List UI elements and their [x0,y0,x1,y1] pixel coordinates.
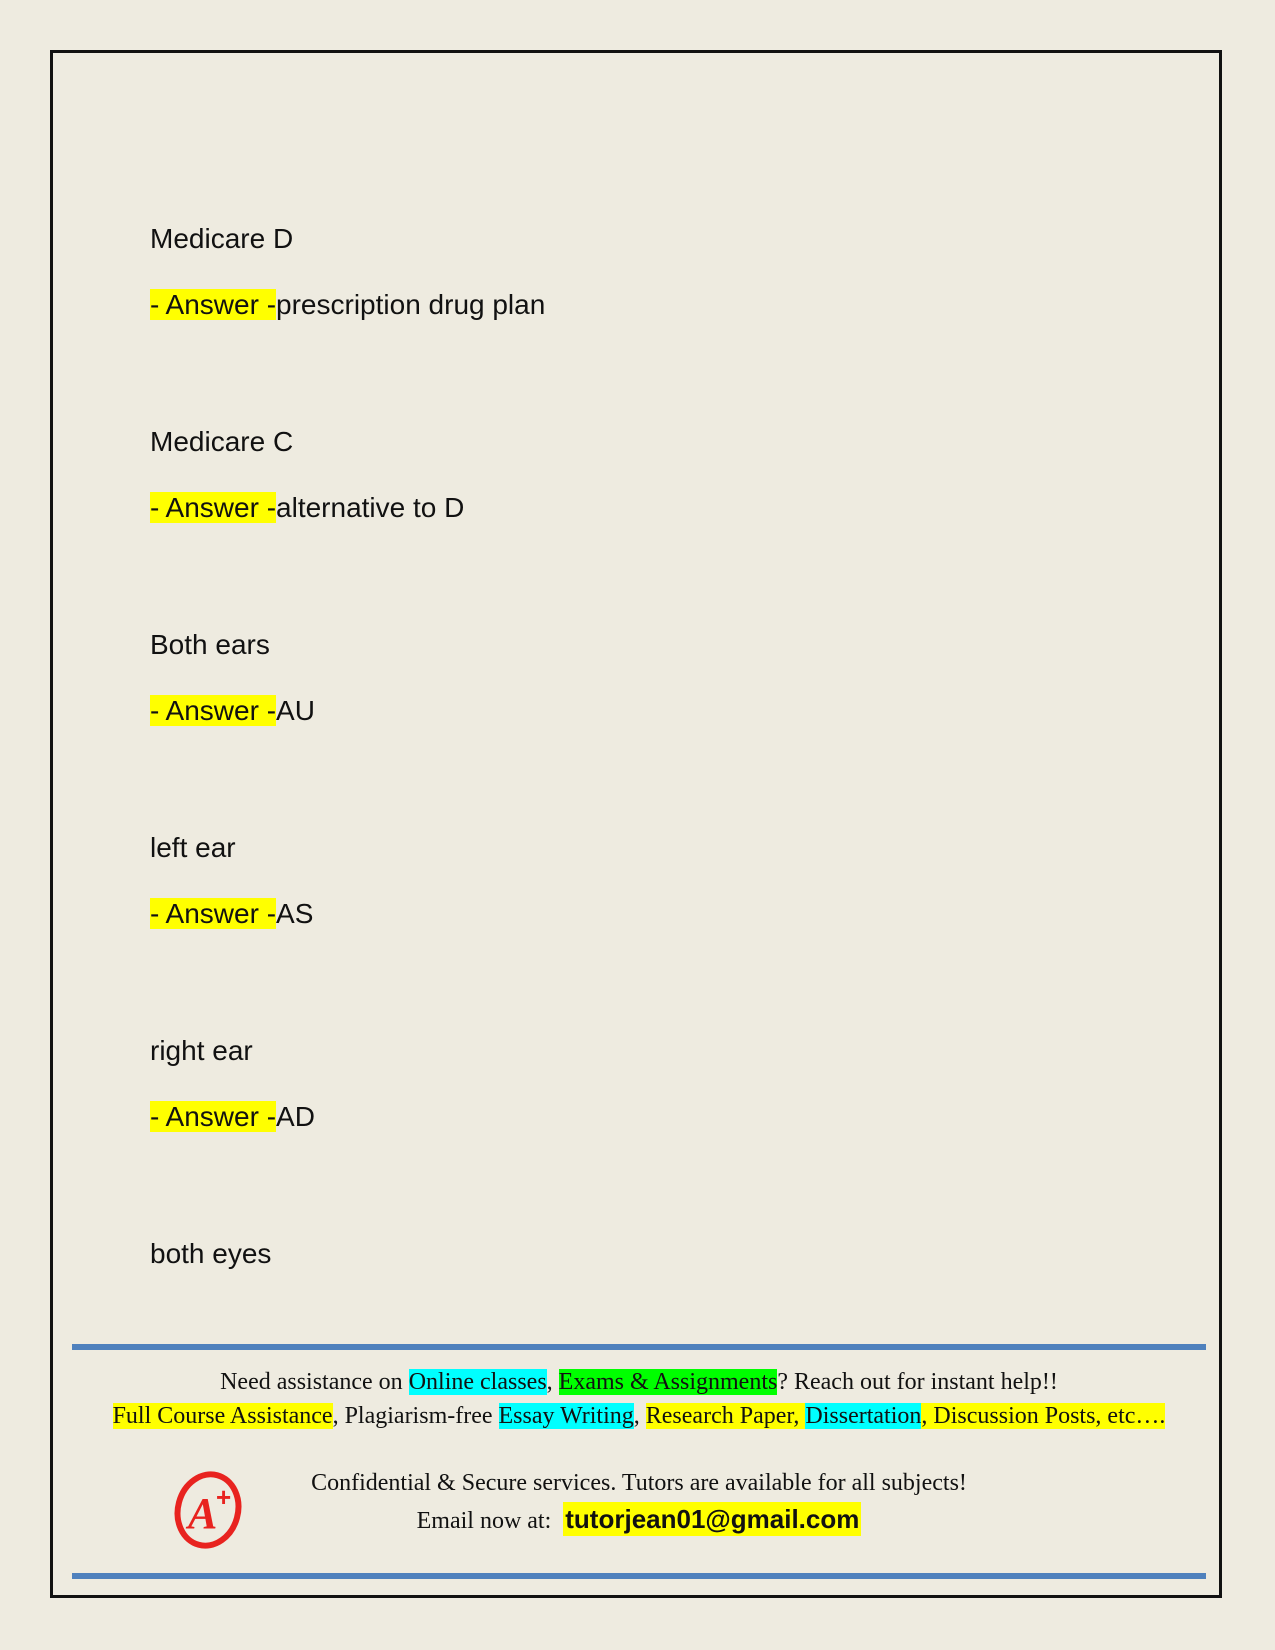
answer: - Answer -AS [150,897,313,931]
question: Medicare D [150,223,294,254]
footer-line-1: Need assistance on Online classes, Exams… [72,1367,1206,1397]
highlight: Essay Writing [498,1403,634,1429]
highlight: Full Course Assistance [112,1403,333,1429]
question: Both ears [150,629,270,660]
text: ? Reach out for instant help!! [777,1369,1058,1395]
highlight: , Discussion Posts, etc…. [921,1403,1166,1429]
answer-label: - Answer - [150,289,277,320]
question: left ear [150,832,236,863]
answer: - Answer -AD [150,1100,315,1134]
question: both eyes [150,1238,272,1269]
email-label: Email now at: [416,1508,552,1534]
highlight: Online classes [408,1369,547,1395]
email-link[interactable]: tutorjean01@gmail.com [563,1502,862,1536]
highlight: Research Paper, [645,1403,806,1429]
answer-text: AS [276,898,314,929]
page-border [50,50,1222,1598]
svg-text:+: + [216,1482,231,1512]
a-plus-logo-icon: A + [170,1468,248,1557]
answer-label: - Answer - [150,1101,277,1132]
answer-text: alternative to D [276,492,465,523]
answer-text: AD [276,1101,315,1132]
answer-label: - Answer - [150,695,277,726]
text: , [546,1369,559,1395]
question: Medicare C [150,426,294,457]
answer: - Answer -alternative to D [150,491,464,525]
text: , [633,1403,646,1429]
highlight: Exams & Assignments [558,1369,778,1395]
text: , Plagiarism-free [332,1403,499,1429]
answer: - Answer -prescription drug plan [150,288,545,322]
svg-text:A: A [185,1489,217,1538]
answer-label: - Answer - [150,492,277,523]
footer-line-4: Email now at: tutorjean01@gmail.com [72,1502,1206,1536]
footer-rule-bottom [72,1573,1206,1579]
answer-text: AU [276,695,315,726]
highlight: Dissertation [805,1403,922,1429]
question: right ear [150,1035,253,1066]
text: Need assistance on [220,1369,409,1395]
footer-line-2: Full Course Assistance, Plagiarism-free … [72,1401,1206,1431]
answer-label: - Answer - [150,898,277,929]
answer-text: prescription drug plan [276,289,546,320]
footer-line-3: Confidential & Secure services. Tutors a… [311,1470,967,1496]
answer: - Answer -AU [150,694,315,728]
footer-rule-top [72,1344,1206,1350]
